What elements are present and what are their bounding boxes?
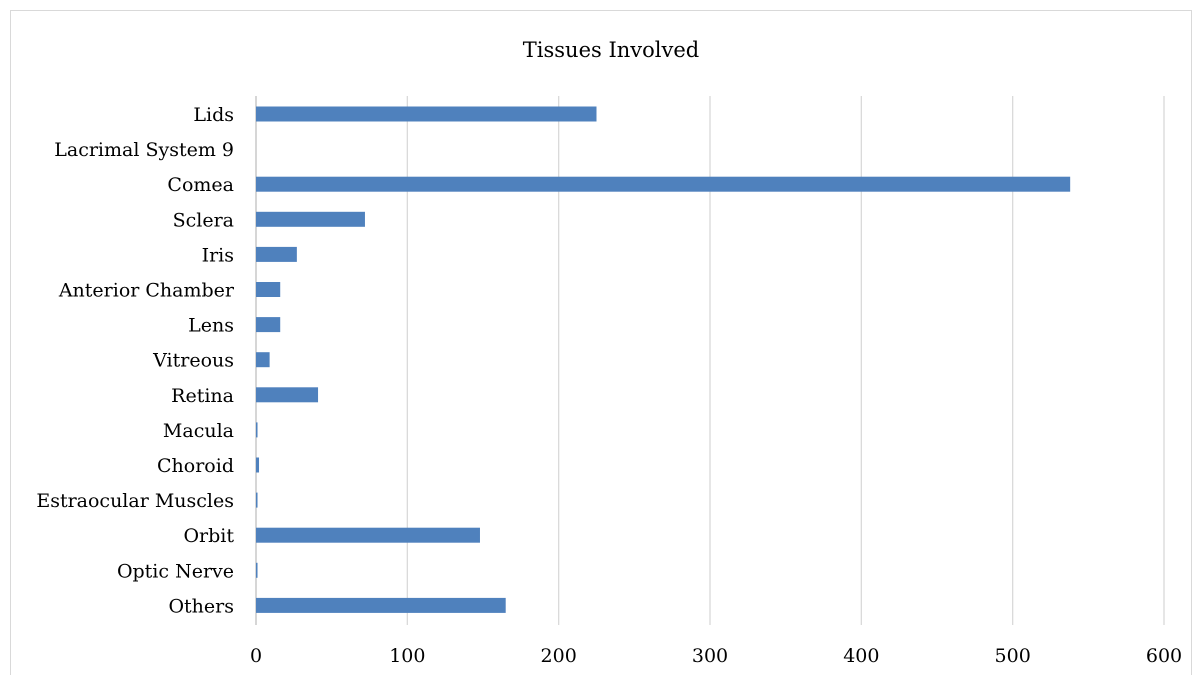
category-label: Iris [202,244,234,266]
x-tick-label: 0 [250,645,262,667]
category-label: Orbit [183,525,234,547]
category-label: Vitreous [152,350,234,372]
bar [256,176,1071,192]
x-tick-label: 600 [1146,645,1182,667]
value-tick-labels: 0 100 200 300 400 500 600 [250,645,1182,667]
bar [256,492,258,508]
category-labels: Lids Lacrimal System 9 Comea Sclera Iris Ante… [36,104,235,617]
bar [256,387,319,403]
category-label: Estraocular Muscles [36,490,234,512]
bar [256,422,258,438]
bar [256,282,281,297]
category-label: Others [168,595,234,617]
bar [256,352,270,368]
bar [256,246,297,262]
bar [256,527,480,543]
category-label: Macula [163,420,234,442]
category-label: Lids [193,104,234,126]
category-label: Lens [188,315,234,337]
category-label: Choroid [157,455,234,477]
bar [256,211,365,227]
bar [256,562,258,578]
bar [256,317,281,333]
category-label: Sclera [173,209,234,231]
chart-frame [10,10,1192,675]
x-tick-label: 300 [692,645,728,667]
gridlines [255,96,1165,625]
category-label: Retina [171,385,234,407]
bars [256,106,1071,613]
bar [256,457,260,473]
chart-title: Tissues Involved [523,38,699,62]
category-label: Anterior Chamber [58,280,235,302]
bar [256,597,506,613]
x-tick-label: 500 [995,645,1031,667]
x-tick-label: 200 [541,645,577,667]
category-label: Optic Nerve [117,560,234,582]
x-tick-label: 400 [843,645,879,667]
category-label: Comea [167,174,234,196]
x-tick-label: 100 [389,645,425,667]
category-label: Lacrimal System 9 [54,139,234,161]
bar [256,106,597,122]
